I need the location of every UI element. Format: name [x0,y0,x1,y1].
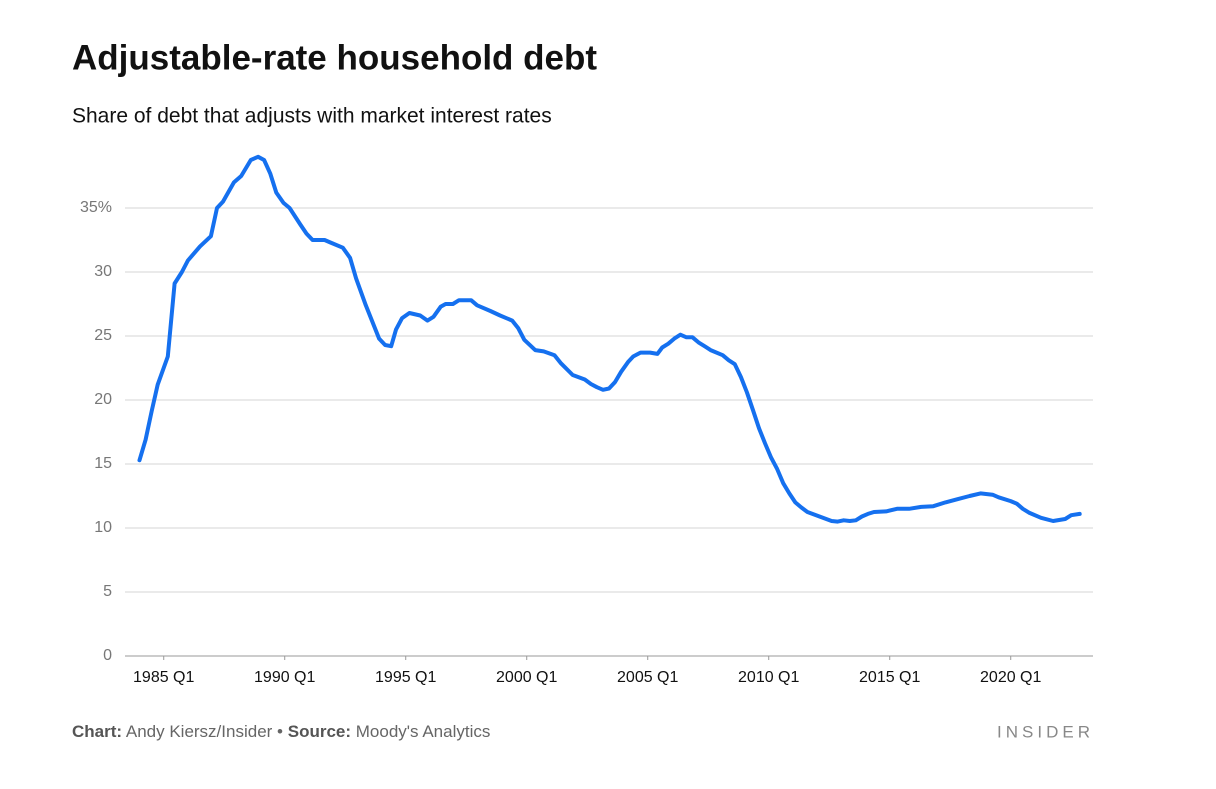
chart-title: Adjustable-rate household debt [72,38,597,77]
line [137,154,1082,524]
x-tick-label: 2010 Q1 [738,669,799,686]
brand-logo: INSIDER [997,722,1094,741]
x-tick-label: 2015 Q1 [859,669,920,686]
y-tick-label: 30 [94,263,112,280]
footer: Chart: Andy Kiersz/Insider • Source: Moo… [72,722,490,741]
y-tick-label: 15 [94,455,112,472]
x-tick-label: 2000 Q1 [496,669,557,686]
y-tick-label: 5 [103,583,112,600]
chart-subtitle: Share of debt that adjusts with market i… [72,105,552,128]
x-tick-label: 2020 Q1 [980,669,1041,686]
x-tick-label: 1985 Q1 [133,669,194,686]
y-tick-label: 20 [94,391,112,408]
x-tick-label: 1990 Q1 [254,669,315,686]
footer-label: Source: [288,722,351,741]
y-tick-label: 35% [80,199,112,216]
x-tick-label: 1995 Q1 [375,669,436,686]
footer-label: Chart: [72,722,122,741]
y-tick-label: 0 [103,647,112,664]
footer-text: Andy Kiersz/Insider [126,722,273,741]
y-tick-label: 10 [94,519,112,536]
x-tick-label: 2005 Q1 [617,669,678,686]
footer-text: Moody's Analytics [356,722,491,741]
y-tick-label: 25 [94,327,112,344]
footer-separator: • [277,722,283,741]
